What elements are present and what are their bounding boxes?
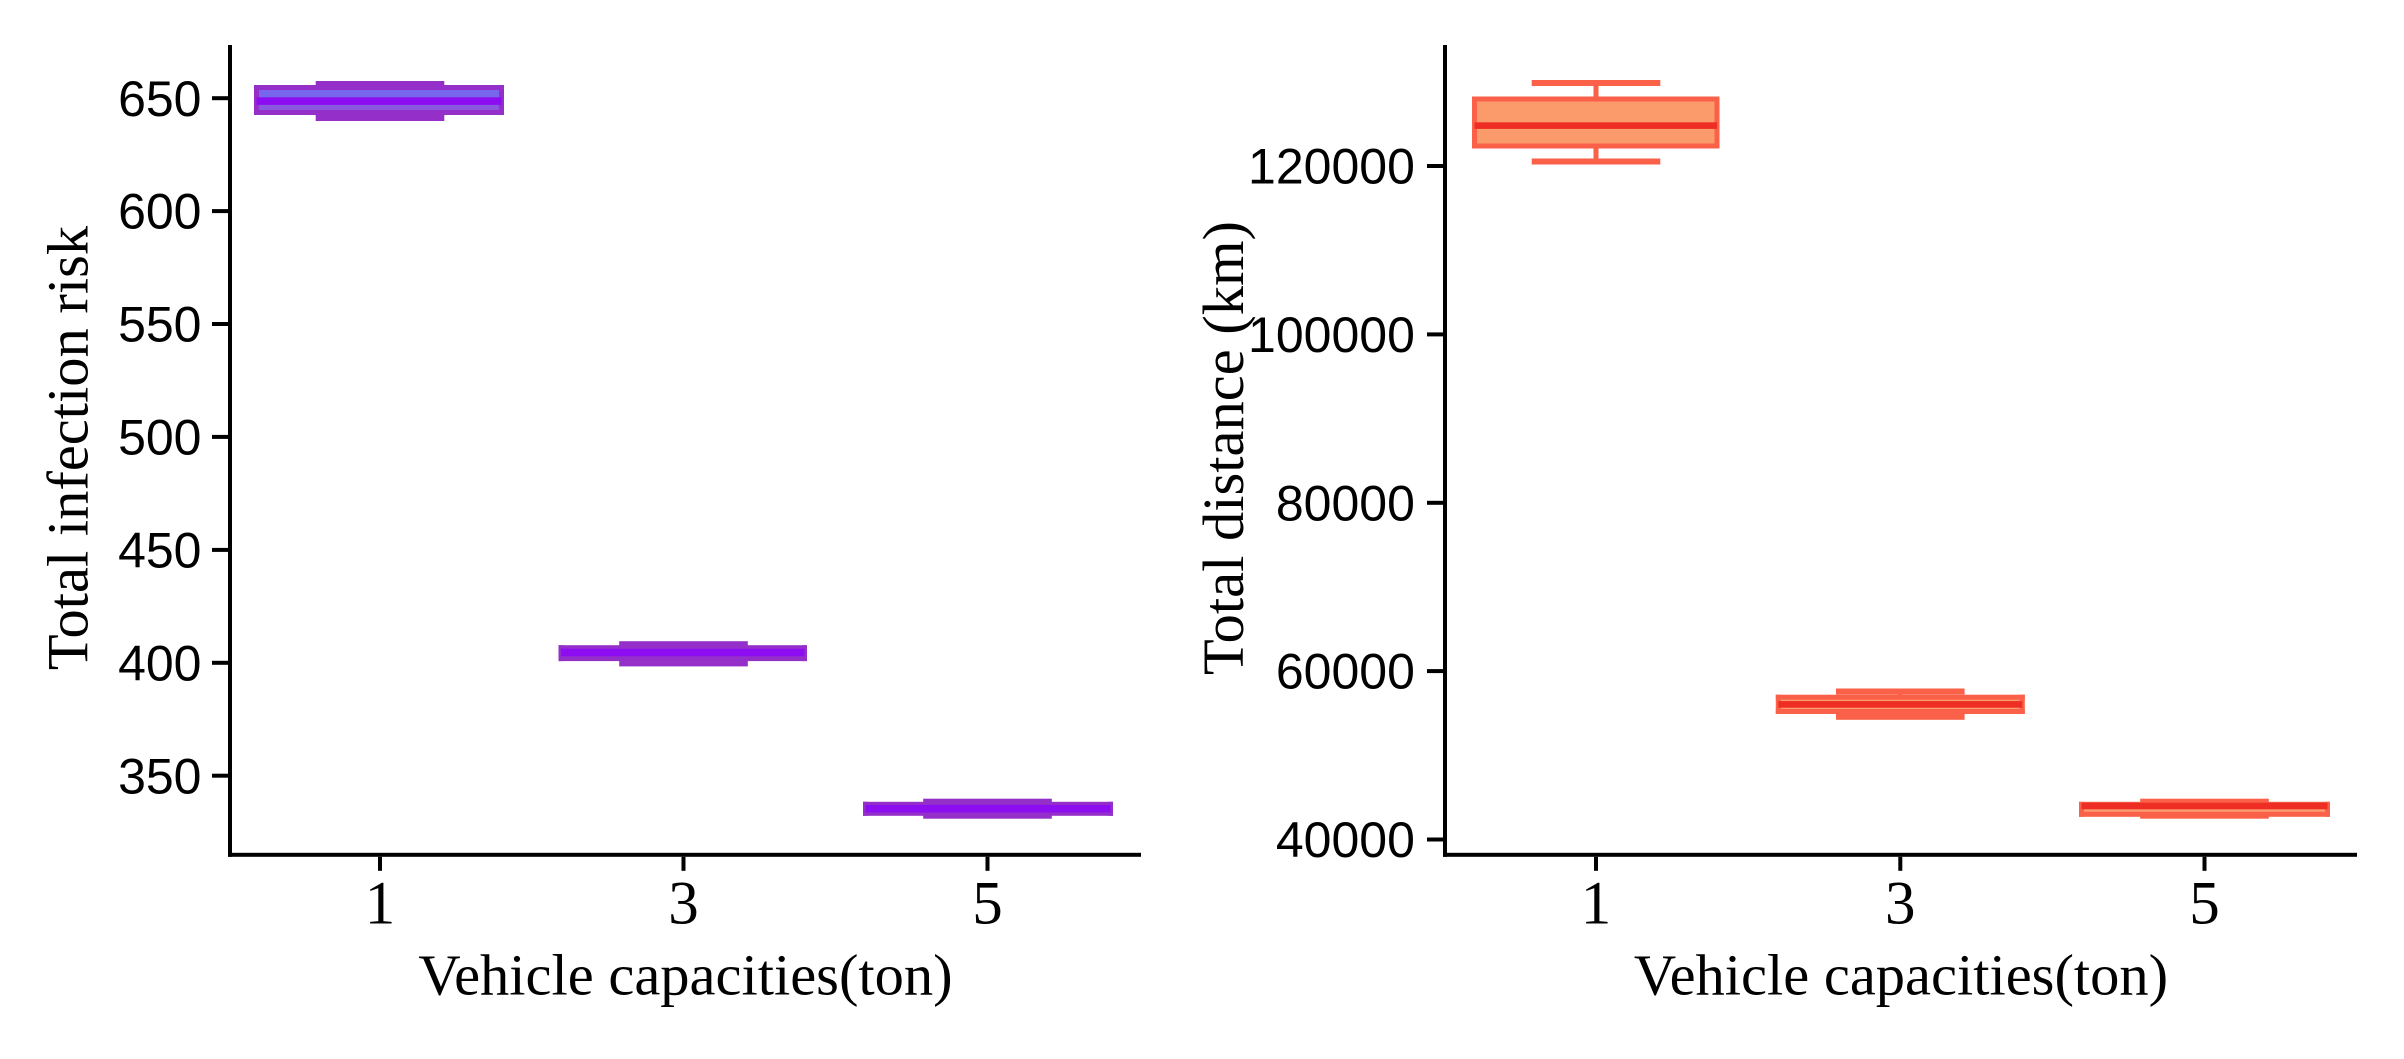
svg-text:500: 500 [118,410,201,466]
svg-text:350: 350 [118,748,201,804]
svg-text:450: 450 [118,523,201,579]
svg-text:650: 650 [118,71,201,127]
svg-text:550: 550 [118,297,201,353]
svg-text:Vehicle capacities(ton): Vehicle capacities(ton) [418,942,952,1007]
svg-text:1: 1 [365,870,396,937]
svg-text:Vehicle capacities(ton): Vehicle capacities(ton) [1634,942,2168,1007]
svg-text:5: 5 [2189,870,2220,937]
svg-text:40000: 40000 [1276,812,1415,868]
svg-text:Total distance (km): Total distance (km) [1191,221,1256,675]
svg-text:100000: 100000 [1248,307,1415,363]
svg-text:1: 1 [1581,870,1612,937]
svg-text:600: 600 [118,184,201,240]
svg-text:3: 3 [1885,870,1916,937]
svg-text:60000: 60000 [1276,644,1415,700]
svg-text:5: 5 [972,870,1003,937]
svg-text:80000: 80000 [1276,475,1415,531]
svg-text:120000: 120000 [1248,139,1415,195]
svg-text:400: 400 [118,635,201,691]
svg-text:3: 3 [668,870,699,937]
svg-text:Total infection risk: Total infection risk [36,225,101,670]
